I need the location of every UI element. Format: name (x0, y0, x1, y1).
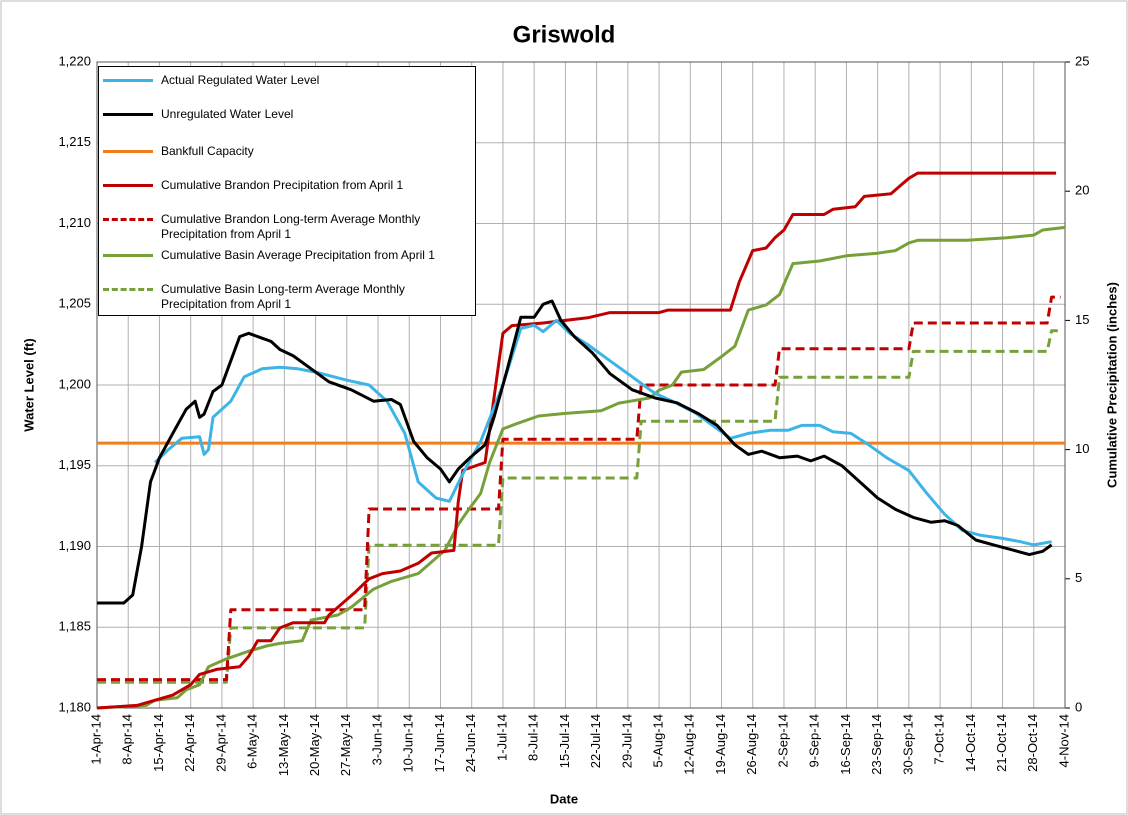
series-line (153, 318, 1052, 547)
legend-label: Cumulative Basin Long-term Average Month… (161, 282, 405, 311)
y-tick-label: 1,220 (58, 53, 91, 68)
y-tick-label: 1,185 (58, 619, 91, 634)
legend-swatch (103, 150, 153, 153)
legend-swatch (103, 288, 153, 291)
x-tick-label: 22-Jul-14 (588, 714, 603, 768)
x-tick-label: 20-May-14 (307, 714, 322, 776)
y2-tick-label: 25 (1075, 53, 1089, 68)
x-tick-label: 22-Apr-14 (182, 714, 197, 772)
x-tick-label: 19-Aug-14 (713, 714, 728, 775)
x-tick-label: 26-Aug-14 (744, 714, 759, 775)
y-tick-label: 1,215 (58, 134, 91, 149)
x-tick-label: 21-Oct-14 (994, 714, 1009, 772)
x-tick-label: 2-Sep-14 (775, 714, 790, 767)
x-tick-label: 8-Jul-14 (526, 714, 541, 761)
y-tick-label: 1,190 (58, 538, 91, 553)
plot-frame (96, 61, 1066, 709)
x-tick-label: 4-Nov-14 (1056, 714, 1071, 767)
x-tick-label: 16-Sep-14 (838, 714, 853, 775)
x-tick-label: 27-May-14 (338, 714, 353, 776)
y2-axis-label: Cumulative Precipitation (inches) (1104, 282, 1119, 488)
legend-swatch (103, 254, 153, 257)
x-axis-label: Date (550, 791, 578, 806)
y2-tick-label: 15 (1075, 312, 1089, 327)
x-tick-label: 12-Aug-14 (682, 714, 697, 775)
legend-item: Cumulative Brandon Precipitation from Ap… (103, 178, 463, 193)
y2-tick-label: 20 (1075, 183, 1089, 198)
x-tick-label: 1-Jul-14 (494, 714, 509, 761)
x-tick-label: 15-Jul-14 (557, 714, 572, 768)
x-tick-label: 23-Sep-14 (869, 714, 884, 775)
x-tick-label: 6-May-14 (245, 714, 260, 769)
series-line (96, 225, 1066, 710)
series-line (97, 299, 1053, 605)
y-axis-label: Water Level (ft) (21, 338, 36, 431)
legend-label: Actual Regulated Water Level (161, 73, 320, 87)
x-tick-label: 7-Oct-14 (932, 714, 947, 765)
x-tick-label: 29-Jul-14 (619, 714, 634, 768)
legend-swatch (103, 184, 153, 187)
chart-title: Griswold (513, 21, 616, 48)
x-tick-label: 13-May-14 (276, 714, 291, 776)
legend-label: Cumulative Brandon Precipitation from Ap… (161, 178, 404, 192)
y-tick-label: 1,180 (58, 699, 91, 714)
legend-item: Cumulative Brandon Long-term Average Mon… (103, 212, 463, 242)
legend-swatch (103, 218, 153, 221)
y-tick-label: 1,200 (58, 376, 91, 391)
x-tick-label: 3-Jun-14 (369, 714, 384, 765)
legend-swatch (103, 113, 153, 116)
x-tick-label: 15-Apr-14 (151, 714, 166, 772)
x-tick-label: 9-Sep-14 (807, 714, 822, 767)
legend-label: Unregulated Water Level (161, 107, 294, 121)
y-tick-label: 1,210 (58, 215, 91, 230)
series-line (97, 295, 1061, 682)
y2-tick-label: 0 (1075, 699, 1082, 714)
legend: Actual Regulated Water Level Unregulated … (98, 66, 476, 316)
x-tick-label: 17-Jun-14 (432, 714, 447, 773)
y-tick-label: 1,195 (58, 457, 91, 472)
x-tick-label: 1-Apr-14 (88, 714, 103, 765)
y2-tick-label: 5 (1075, 570, 1082, 585)
legend-item: Bankfull Capacity (103, 144, 463, 159)
series-line (97, 329, 1061, 684)
x-tick-label: 28-Oct-14 (1025, 714, 1040, 772)
x-tick-label: 10-Jun-14 (401, 714, 416, 773)
legend-label: Cumulative Basin Average Precipitation f… (161, 248, 435, 262)
legend-swatch (103, 79, 153, 82)
legend-item: Actual Regulated Water Level (103, 73, 463, 88)
legend-item: Unregulated Water Level (103, 107, 463, 122)
x-tick-label: 14-Oct-14 (963, 714, 978, 772)
legend-label: Cumulative Brandon Long-term Average Mon… (161, 212, 421, 241)
x-tick-label: 5-Aug-14 (651, 714, 666, 767)
x-tick-label: 30-Sep-14 (900, 714, 915, 775)
y-tick-label: 1,205 (58, 296, 91, 311)
x-tick-label: 24-Jun-14 (463, 714, 478, 773)
legend-label: Bankfull Capacity (161, 144, 254, 158)
legend-item: Cumulative Basin Long-term Average Month… (103, 282, 463, 312)
x-tick-label: 8-Apr-14 (120, 714, 135, 765)
y2-tick-label: 10 (1075, 441, 1089, 456)
legend-item: Cumulative Basin Average Precipitation f… (103, 248, 463, 263)
x-tick-label: 29-Apr-14 (213, 714, 228, 772)
